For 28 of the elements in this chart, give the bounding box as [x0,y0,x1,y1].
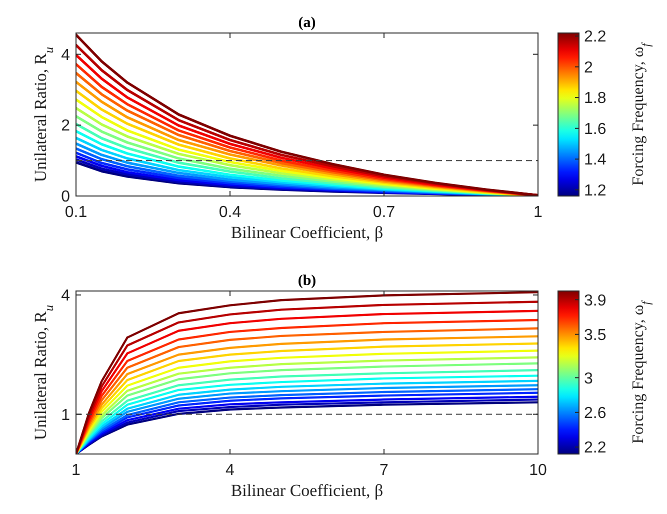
color-bar-label: 2.2 [584,440,606,457]
color-bar-label: 1.6 [584,120,606,138]
color-bar-label: 3 [584,370,593,388]
x-tick-label: 0.7 [372,204,396,221]
x-tick-label: 1 [72,462,81,479]
x-tick-label: 10 [529,462,547,479]
color-bar-label: 3.5 [584,326,606,344]
y-tick-label: 4 [61,46,70,64]
color-bar-label: 2.6 [584,404,606,422]
color-bar-label: 1.4 [584,152,606,169]
x-tick-label: 0.1 [64,204,88,221]
color-bar-label: 2 [584,59,593,76]
chart-title: (b) [298,273,316,289]
x-tick-label: 0.4 [218,204,242,221]
y-tick-label: 0 [61,188,70,206]
color-bar-label: 1.2 [584,182,606,200]
x-tick-label: 7 [380,462,389,479]
x-tick-label: 1 [534,204,543,221]
chart-title: (a) [298,15,316,31]
y-tick-label: 4 [61,288,70,305]
color-bar-label: 1.8 [584,90,606,108]
x-tick-label: 4 [226,462,235,479]
y-tick-label: 1 [61,406,70,424]
x-axis-title: Bilinear Coefficient, β [230,481,384,500]
color-bar-label: 3.9 [584,292,606,310]
color-bar-label: 2.2 [584,28,606,46]
y-tick-label: 2 [61,118,70,135]
x-axis-title: Bilinear Coefficient, β [230,223,384,242]
